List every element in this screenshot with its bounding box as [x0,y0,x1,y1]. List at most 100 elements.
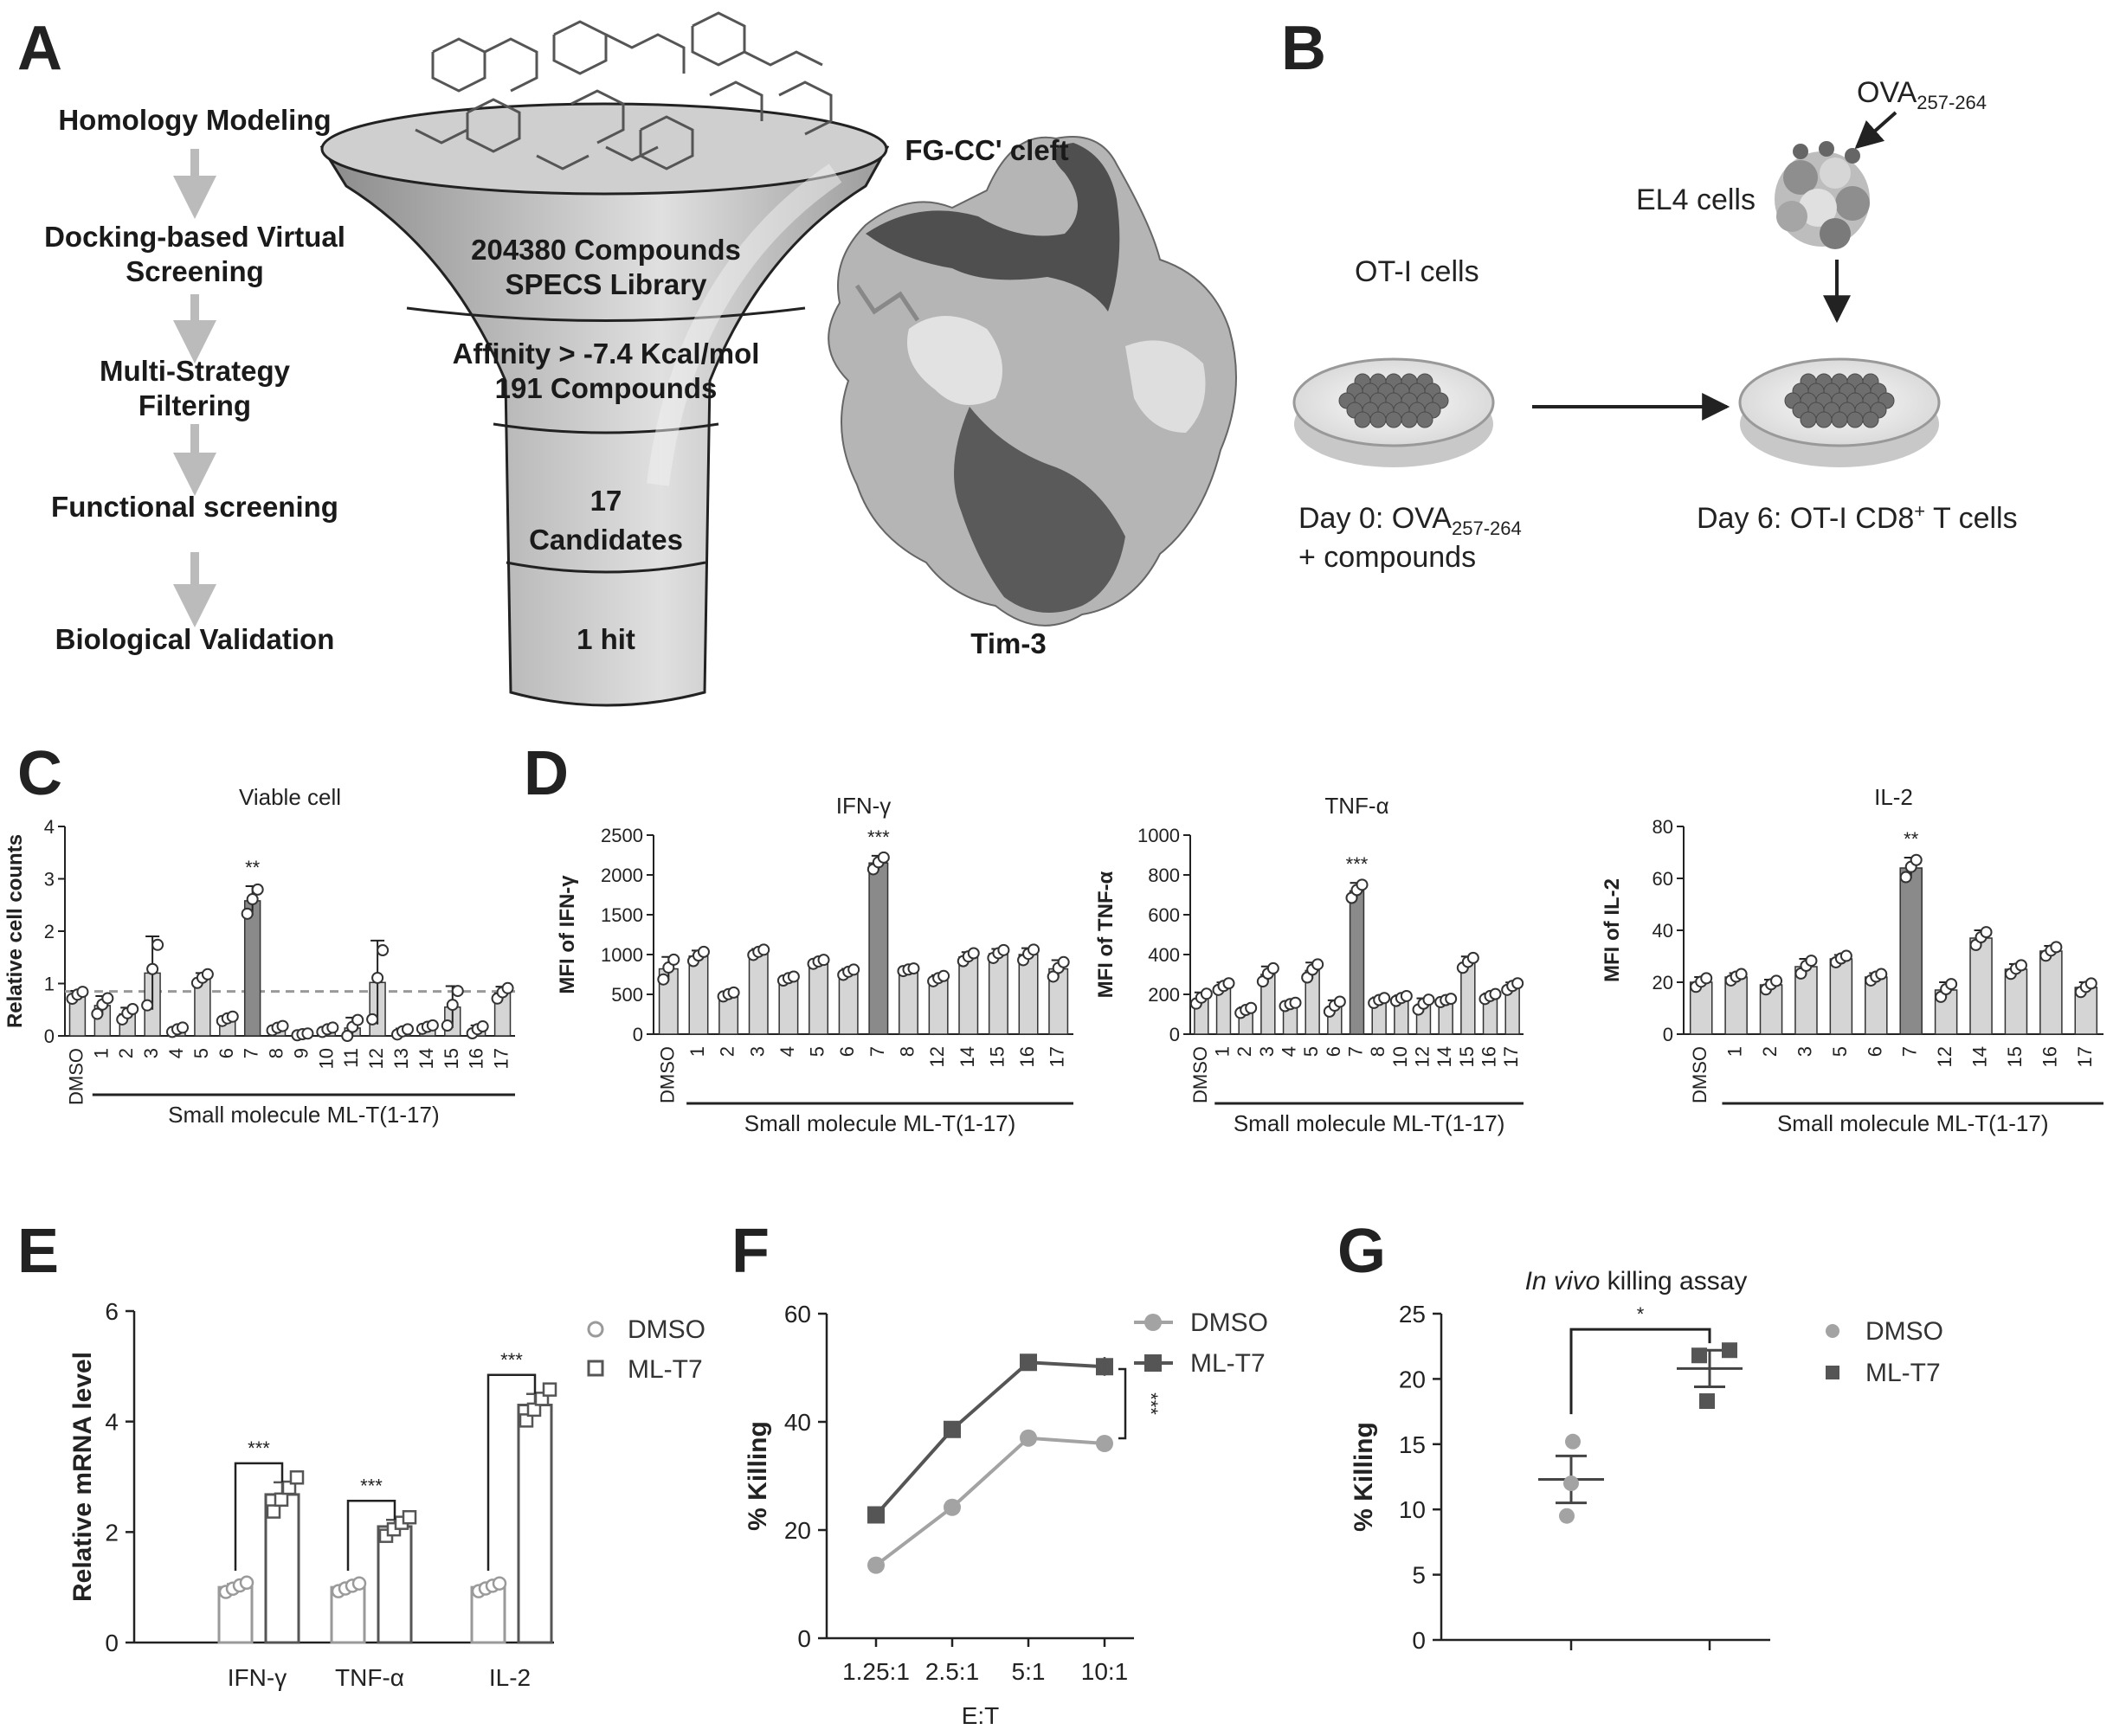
y-axis-label: Relative mRNA level [68,1352,97,1602]
bar [1018,954,1039,1035]
y-axis-label: MFI of IFN-γ [556,875,579,994]
data-dot [1356,878,1369,891]
step-filter-1: Multi-Strategy [100,355,291,387]
y-tick-label: 0 [1412,1627,1426,1654]
data-dot [667,953,680,966]
data-dot [1057,955,1070,968]
y-tick-label: 40 [1652,920,1673,942]
x-tick-label: 6 [1864,1046,1885,1057]
x-tick-label: 12 [365,1048,387,1069]
compound-structures-icon [415,11,833,170]
data-point [1559,1508,1575,1524]
data-dot [151,938,164,951]
bar [377,1525,413,1644]
data-dot [877,851,890,864]
data-dot [341,1030,354,1042]
legend-dmso-label: DMSO [1190,1308,1268,1337]
data-dot [1980,926,1993,939]
data-dot [1839,949,1852,962]
y-tick-label: 0 [1663,1024,1673,1045]
data-dot [1945,978,1958,991]
panel-d-label: D [524,739,569,808]
y-tick-label: 40 [784,1409,811,1436]
dish-cell [1416,411,1433,428]
step-functional: Functional screening [51,491,338,523]
legend-ml-t7-marker [587,1360,604,1377]
bar [868,862,889,1035]
x-tick-label: 10:1 [1081,1658,1129,1685]
data-dot [366,1013,379,1026]
data-dot [1511,977,1524,990]
significance-label: *** [248,1437,270,1459]
x-tick-label: 14 [416,1048,437,1069]
data-dot [817,954,830,967]
el4-label: EL4 cells [1636,183,1756,216]
data-dot [1422,993,1435,1006]
legend-dmso-label: DMSO [1865,1317,1943,1346]
x-tick-label: 1.25:1 [842,1658,910,1685]
x-tick-label: 7 [1899,1046,1921,1057]
y-tick-label: 4 [44,816,55,838]
data-dot [1311,958,1324,971]
series-line [874,1436,1105,1567]
data-dot [2084,977,2097,990]
bar [898,968,918,1035]
data-dot [1289,996,1302,1009]
bar [1969,937,1993,1035]
data-point [1699,1393,1715,1410]
data-dot [91,1007,104,1020]
x-tick-label: 7 [241,1048,262,1058]
data-dot [1805,955,1818,968]
data-dot [1245,1001,1258,1014]
x-tick-label: 1 [686,1046,708,1057]
x-tick-label: 16 [1016,1046,1038,1067]
funnel-tier1-b: SPECS Library [506,268,708,300]
x-tick-label: 16 [466,1048,487,1069]
y-tick-label: 0 [633,1024,643,1045]
data-dot [274,1492,289,1508]
significance-label: *** [867,826,890,848]
data-dot [1378,992,1391,1005]
x-tick-label: 14 [1433,1046,1455,1067]
x-tick-label: 5:1 [1012,1658,1046,1685]
panel-a-label: A [17,14,62,83]
y-tick-label: 2 [44,921,55,942]
x-tick-label: 9 [290,1048,312,1058]
data-dot [492,1576,507,1591]
y-axis-label: MFI of IL-2 [1601,878,1624,982]
bar [988,953,1008,1035]
data-dot [1899,871,1912,884]
bar [1829,958,1853,1035]
significance-label: *** [360,1475,383,1496]
dish-cell [1354,411,1371,428]
x-tick-label: 14 [957,1046,978,1067]
x-tick-label: 12 [1412,1046,1433,1067]
panel-b: B OVA257-264 EL4 cells OT-I cells Day 0:… [1281,14,2018,574]
legend-ml-t7-marker [1826,1366,1839,1379]
data-dot [446,999,459,1012]
x-tick-label: 8 [1367,1046,1388,1057]
y-tick-label: 60 [1652,868,1673,890]
cleft-label: FG-CC' cleft [905,134,1068,166]
bar [2039,950,2063,1035]
y-tick-label: 2500 [601,825,643,846]
data-dot [476,1020,489,1033]
data-dot [542,1382,557,1397]
bar [517,1404,553,1644]
significance-bracket [1569,1328,1711,1415]
x-tick-label: 17 [2074,1046,2096,1067]
x-tick-label: 15 [2004,1046,2026,1067]
significance-label: * [1637,1303,1645,1325]
data-dot [426,1019,439,1032]
dish0-cells [1338,373,1449,428]
y-axis-label: Relative cell counts [3,834,27,1028]
data-point [944,1498,961,1516]
data-dot [141,999,154,1012]
legend-ml-t7-marker [1144,1354,1162,1372]
legend-dmso-label: DMSO [628,1315,705,1344]
data-dot [1047,970,1060,983]
data-dot [101,992,114,1005]
data-dot [1875,968,1888,981]
y-tick-label: 25 [1399,1301,1426,1328]
